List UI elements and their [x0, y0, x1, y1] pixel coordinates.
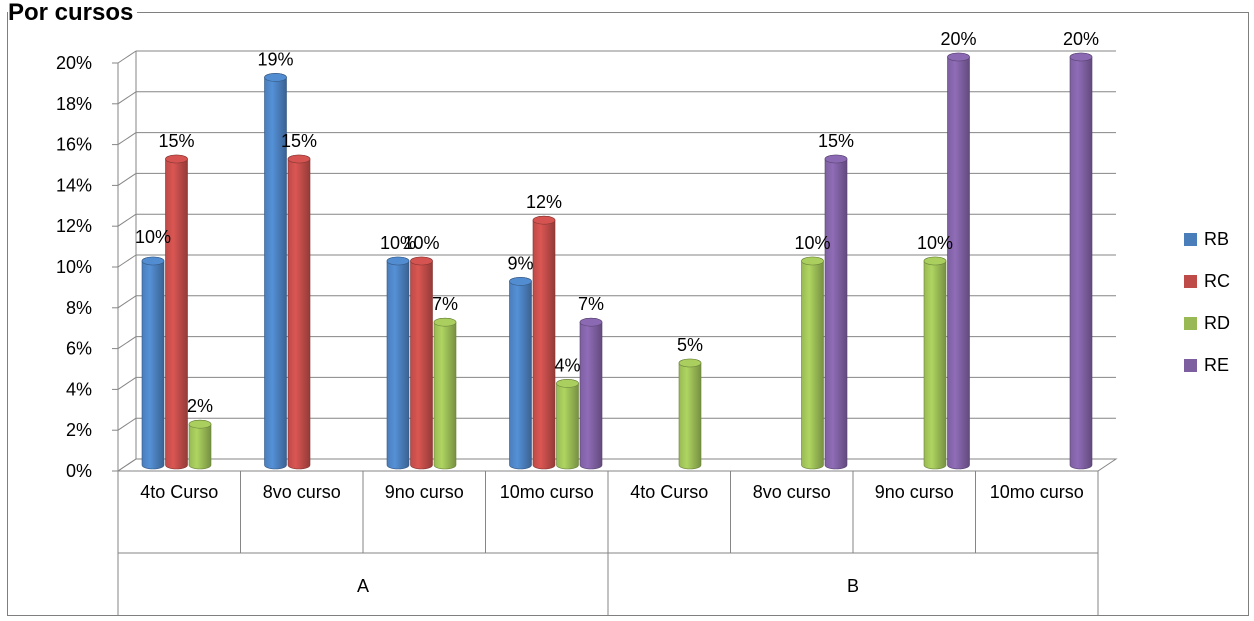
y-tick-label: 2%: [66, 420, 92, 440]
bar-top-rb: [141, 256, 165, 266]
data-label: 5%: [677, 335, 703, 355]
gridline-diagonal: [117, 50, 137, 64]
gridline-diagonal: [117, 254, 137, 268]
gridline-diagonal: [117, 172, 137, 186]
y-tick-label: 12%: [56, 216, 92, 236]
gridline-diagonal: [117, 213, 137, 227]
bar-top-re: [579, 317, 603, 327]
category-label: 10mo curso: [990, 482, 1084, 502]
gridline-diagonal: [117, 336, 137, 350]
gridline-diagonal: [117, 417, 137, 431]
data-label: 10%: [794, 233, 830, 253]
bar-top-re: [1069, 52, 1093, 62]
y-tick-label: 6%: [66, 339, 92, 359]
gridline-diagonal: [117, 295, 137, 309]
y-tick-label: 18%: [56, 94, 92, 114]
bar-rd: [678, 358, 702, 470]
category-label: 4to Curso: [630, 482, 708, 502]
bar-top-rd: [923, 256, 947, 266]
y-tick-label: 16%: [56, 135, 92, 155]
bar-top-rb: [386, 256, 410, 266]
y-tick-label: 14%: [56, 175, 92, 195]
bar-top-rb: [509, 277, 532, 286]
bar-top-rd: [433, 317, 457, 327]
legend-label-rb: RB: [1204, 229, 1229, 249]
data-label: 10%: [380, 233, 416, 253]
bar-re: [579, 317, 603, 470]
data-label: 9%: [507, 253, 533, 273]
legend-swatch-rc: [1184, 275, 1197, 288]
legend-swatch-re: [1184, 359, 1197, 372]
gridline-diagonal: [117, 376, 137, 390]
data-label: 15%: [281, 131, 317, 151]
y-tick-label: 0%: [66, 461, 92, 481]
data-label: 10%: [917, 233, 953, 253]
bar-top-rd: [678, 358, 702, 368]
category-label: 4to Curso: [140, 482, 218, 502]
bar-rc: [165, 154, 188, 470]
data-label: 4%: [554, 355, 580, 375]
group-label: B: [847, 576, 859, 596]
bar-chart: 0% 2% 4% 6% 8% 10% 12% 14% 16% 18% 20% 10% 15% 2% 19% 1…: [56, 29, 1230, 615]
bar-top-rd: [801, 256, 824, 266]
legend-label-rd: RD: [1204, 313, 1230, 333]
bar-rd: [556, 379, 579, 470]
chart-frame: 0% 2% 4% 6% 8% 10% 12% 14% 16% 18% 20% 10% 15% 2% 19% 1…: [7, 0, 1249, 616]
bar-top-rc: [410, 256, 433, 266]
bar-re: [947, 52, 970, 470]
data-label: 7%: [432, 294, 458, 314]
data-label: 15%: [818, 131, 854, 151]
bar-top-rd: [556, 379, 579, 388]
y-tick-label: 4%: [66, 379, 92, 399]
legend-swatch-rb: [1184, 233, 1197, 246]
bar-rc: [287, 154, 311, 470]
legend-label-rc: RC: [1204, 271, 1230, 291]
data-label: 7%: [578, 294, 604, 314]
category-label: 8vo curso: [263, 482, 341, 502]
gridline-diagonal: [117, 91, 137, 105]
bar-rb: [141, 256, 165, 470]
bar-re: [824, 154, 848, 470]
bar-top-rc: [165, 154, 188, 164]
data-label: 15%: [158, 131, 194, 151]
gridline-diagonal: [117, 132, 137, 146]
bar-rd: [433, 317, 457, 470]
data-label: 20%: [940, 29, 976, 49]
bar-re: [1069, 52, 1093, 470]
bar-rc: [532, 215, 556, 470]
y-tick-label: 10%: [56, 257, 92, 277]
bar-rb: [386, 256, 410, 470]
y-tick-label: 8%: [66, 298, 92, 318]
bar-rc: [410, 256, 433, 470]
bar-rd: [801, 256, 824, 470]
bar-top-re: [947, 52, 970, 62]
bar-top-rc: [287, 154, 311, 164]
data-label: 12%: [526, 192, 562, 212]
bar-top-re: [824, 154, 848, 164]
chart-floor: [116, 458, 1118, 472]
legend-swatch-rd: [1184, 317, 1197, 330]
data-label: 10%: [135, 227, 171, 247]
y-tick-label: 20%: [56, 53, 92, 73]
bar-rd: [923, 256, 947, 470]
legend-label-re: RE: [1204, 355, 1229, 375]
chart-title: Por cursos: [8, 0, 138, 27]
data-label: 20%: [1063, 29, 1099, 49]
category-label: 9no curso: [385, 482, 464, 502]
category-label: 10mo curso: [500, 482, 594, 502]
group-label: A: [357, 576, 369, 596]
data-label: 19%: [257, 49, 293, 69]
bar-top-rb: [264, 73, 287, 82]
bar-top-rd: [188, 419, 212, 429]
category-label: 8vo curso: [753, 482, 831, 502]
data-label: 2%: [187, 396, 213, 416]
bar-top-rc: [532, 215, 556, 225]
bar-rb: [509, 277, 532, 470]
data-label: 10%: [403, 233, 439, 253]
category-label: 9no curso: [875, 482, 954, 502]
